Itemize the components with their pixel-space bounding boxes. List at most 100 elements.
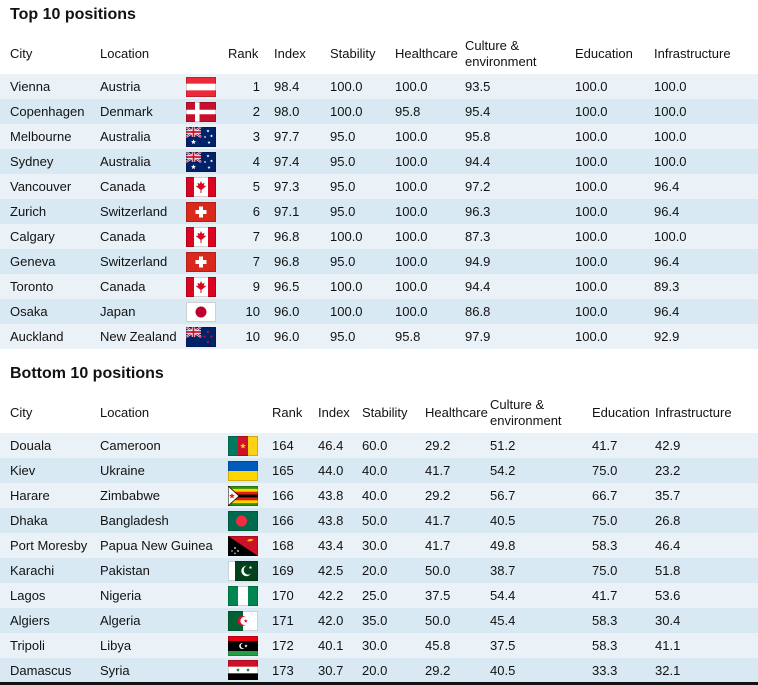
healthcare-cell: 100.0 <box>395 204 428 219</box>
col-header-flag <box>228 393 272 433</box>
table-row: Algiers Algeria 171 42.0 35.0 50.0 45.4 58.3 30.… <box>0 608 758 633</box>
index-cell: 46.4 <box>318 438 344 453</box>
rank-cell: 170 <box>272 588 294 603</box>
infrastructure-cell: 32.1 <box>655 662 681 678</box>
index-cell: 98.0 <box>274 104 300 119</box>
col-header-index: Index <box>274 34 330 74</box>
index-cell: 97.7 <box>274 129 300 144</box>
city-cell: Vancouver <box>10 179 72 194</box>
flag-bangladesh-icon <box>228 508 272 533</box>
col-header-education: Education <box>575 34 654 74</box>
index-cell: 96.5 <box>274 279 300 294</box>
col-header-infrastructure: Infrastructure <box>655 393 758 433</box>
header-row: City Location Rank Index Stability Healthcare… <box>0 393 758 433</box>
location-cell: Switzerland <box>100 254 168 269</box>
flag-syria-icon <box>228 658 272 684</box>
location-cell: Denmark <box>100 104 153 119</box>
table-row: Calgary Canada 7 96.8 100.0 100.0 87.3 100.0 100… <box>0 224 758 249</box>
healthcare-cell: 100.0 <box>395 304 428 319</box>
location-cell: Libya <box>100 638 132 653</box>
healthcare-cell: 50.0 <box>425 563 451 578</box>
rank-cell: 165 <box>272 463 294 478</box>
flag-switzerland-icon <box>186 199 228 224</box>
city-cell: Harare <box>10 488 50 503</box>
index-cell: 40.1 <box>318 638 344 653</box>
city-cell: Karachi <box>10 563 55 578</box>
flag-australia-icon <box>186 124 228 149</box>
stability-cell: 50.0 <box>362 513 388 528</box>
education-cell: 100.0 <box>575 254 608 269</box>
rank-cell: 3 <box>252 129 260 144</box>
stability-cell: 95.0 <box>330 154 356 169</box>
bottom-table-title: Bottom 10 positions <box>10 365 164 382</box>
location-cell: Switzerland <box>100 204 168 219</box>
rank-cell: 10 <box>245 329 260 344</box>
col-header-healthcare: Healthcare <box>425 393 490 433</box>
education-cell: 100.0 <box>575 304 608 319</box>
stability-cell: 100.0 <box>330 104 363 119</box>
index-cell: 98.4 <box>274 79 300 94</box>
infrastructure-cell: 89.3 <box>654 279 680 294</box>
location-cell: Austria <box>100 79 141 94</box>
infrastructure-cell: 100.0 <box>654 79 687 94</box>
rank-cell: 171 <box>272 613 294 628</box>
rank-cell: 9 <box>252 279 260 294</box>
bottom-positions-section: Bottom 10 positions City Location Rank Inde… <box>0 365 758 685</box>
col-header-healthcare: Healthcare <box>395 34 465 74</box>
table-row: Karachi Pakistan 169 42.5 20.0 50.0 38.7 75.0 51… <box>0 558 758 583</box>
education-cell: 58.3 <box>592 638 618 653</box>
culture-cell: 94.9 <box>465 254 491 269</box>
location-cell: Algeria <box>100 613 141 628</box>
stability-cell: 40.0 <box>362 463 388 478</box>
rank-cell: 2 <box>252 104 260 119</box>
education-cell: 100.0 <box>575 154 608 169</box>
education-cell: 58.3 <box>592 613 618 628</box>
healthcare-cell: 100.0 <box>395 179 428 194</box>
location-cell: Canada <box>100 279 146 294</box>
rank-cell: 173 <box>272 662 294 678</box>
stability-cell: 100.0 <box>330 304 363 319</box>
infrastructure-cell: 96.4 <box>654 304 680 319</box>
rank-cell: 5 <box>252 179 260 194</box>
table-row: Copenhagen Denmark 2 98.0 100.0 95.8 95.4 100.0… <box>0 99 758 124</box>
location-cell: Australia <box>100 129 151 144</box>
flag-nigeria-icon <box>228 583 272 608</box>
location-cell: New Zealand <box>100 329 177 344</box>
header-row: City Location Rank Index Stability Healthcare… <box>0 34 758 74</box>
flag-algeria-icon <box>228 608 272 633</box>
table-row: Geneva Switzerland 7 96.8 95.0 100.0 94.9 100.0… <box>0 249 758 274</box>
flag-cameroon-icon <box>228 433 272 458</box>
index-cell: 97.4 <box>274 154 300 169</box>
healthcare-cell: 41.7 <box>425 538 451 553</box>
infrastructure-cell: 100.0 <box>654 154 687 169</box>
flag-new-zealand-icon <box>186 324 228 349</box>
index-cell: 42.2 <box>318 588 344 603</box>
flag-libya-icon <box>228 633 272 658</box>
infrastructure-cell: 41.1 <box>655 638 681 653</box>
city-cell: Damascus <box>10 662 72 678</box>
col-header-city: City <box>0 34 100 74</box>
index-cell: 43.4 <box>318 538 344 553</box>
stability-cell: 100.0 <box>330 229 363 244</box>
education-cell: 75.0 <box>592 463 618 478</box>
stability-cell: 30.0 <box>362 638 388 653</box>
stability-cell: 100.0 <box>330 279 363 294</box>
table-row: Dhaka Bangladesh 166 43.8 50.0 41.7 40.5 75.0 26… <box>0 508 758 533</box>
city-cell: Tripoli <box>10 638 45 653</box>
liveability-ranking-page: Top 10 positions City Location Rank Index St… <box>0 6 758 685</box>
city-cell: Auckland <box>10 329 64 344</box>
top-table-title: Top 10 positions <box>10 6 136 23</box>
col-header-stability: Stability <box>330 34 395 74</box>
education-cell: 100.0 <box>575 204 608 219</box>
healthcare-cell: 100.0 <box>395 279 428 294</box>
rank-cell: 169 <box>272 563 294 578</box>
infrastructure-cell: 35.7 <box>655 488 681 503</box>
col-header-rank: Rank <box>228 34 274 74</box>
flag-zimbabwe-icon <box>228 483 272 508</box>
table-row: Auckland New Zealand 10 96.0 95.0 95.8 97.9 100… <box>0 324 758 349</box>
education-cell: 66.7 <box>592 488 618 503</box>
infrastructure-cell: 23.2 <box>655 463 681 478</box>
city-cell: Vienna <box>10 79 51 94</box>
rank-cell: 7 <box>252 254 260 269</box>
education-cell: 41.7 <box>592 438 618 453</box>
